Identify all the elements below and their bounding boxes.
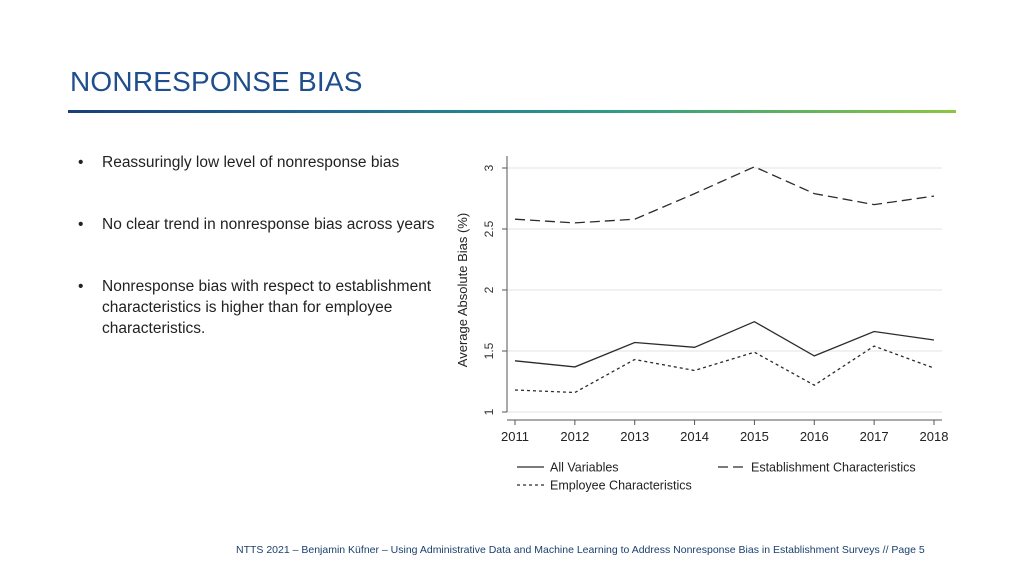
x-tick-label: 2017 (860, 429, 889, 444)
line-chart: 1 1.5 2 2.5 3 Average Absolute Bias (%) 2011 20… (455, 156, 949, 493)
legend-label: Employee Characteristics (550, 479, 692, 493)
y-tick-label: 1 (482, 408, 496, 415)
y-tick-label: 1.5 (482, 342, 496, 359)
x-tick-label: 2013 (620, 429, 649, 444)
x-tick-label: 2012 (560, 429, 589, 444)
legend-label: All Variables (550, 461, 619, 475)
bullet-item: No clear trend in nonresponse bias acros… (78, 214, 438, 235)
y-axis-label: Average Absolute Bias (%) (455, 213, 470, 367)
series-line (514, 320, 935, 368)
legend-label: Establishment Characteristics (751, 461, 916, 475)
x-tick-label: 2015 (740, 429, 769, 444)
title-divider (68, 110, 956, 113)
series-line (514, 345, 935, 394)
series-line (514, 166, 935, 224)
y-tick-label: 3 (482, 164, 496, 171)
bullet-item: Nonresponse bias with respect to establi… (78, 276, 438, 339)
bullet-list: Reassuringly low level of nonresponse bi… (78, 152, 438, 339)
y-tick-label: 2 (482, 286, 496, 293)
x-tick-label: 2018 (920, 429, 949, 444)
x-tick-label: 2011 (501, 429, 529, 444)
page-title: NONRESPONSE BIAS (70, 66, 363, 97)
y-tick-label: 2.5 (482, 220, 496, 237)
x-tick-label: 2014 (680, 429, 709, 444)
x-tick-label: 2016 (800, 429, 829, 444)
footer: NTTS 2021 – Benjamin Küfner – Using Admi… (236, 544, 925, 556)
bullet-item: Reassuringly low level of nonresponse bi… (78, 152, 438, 173)
